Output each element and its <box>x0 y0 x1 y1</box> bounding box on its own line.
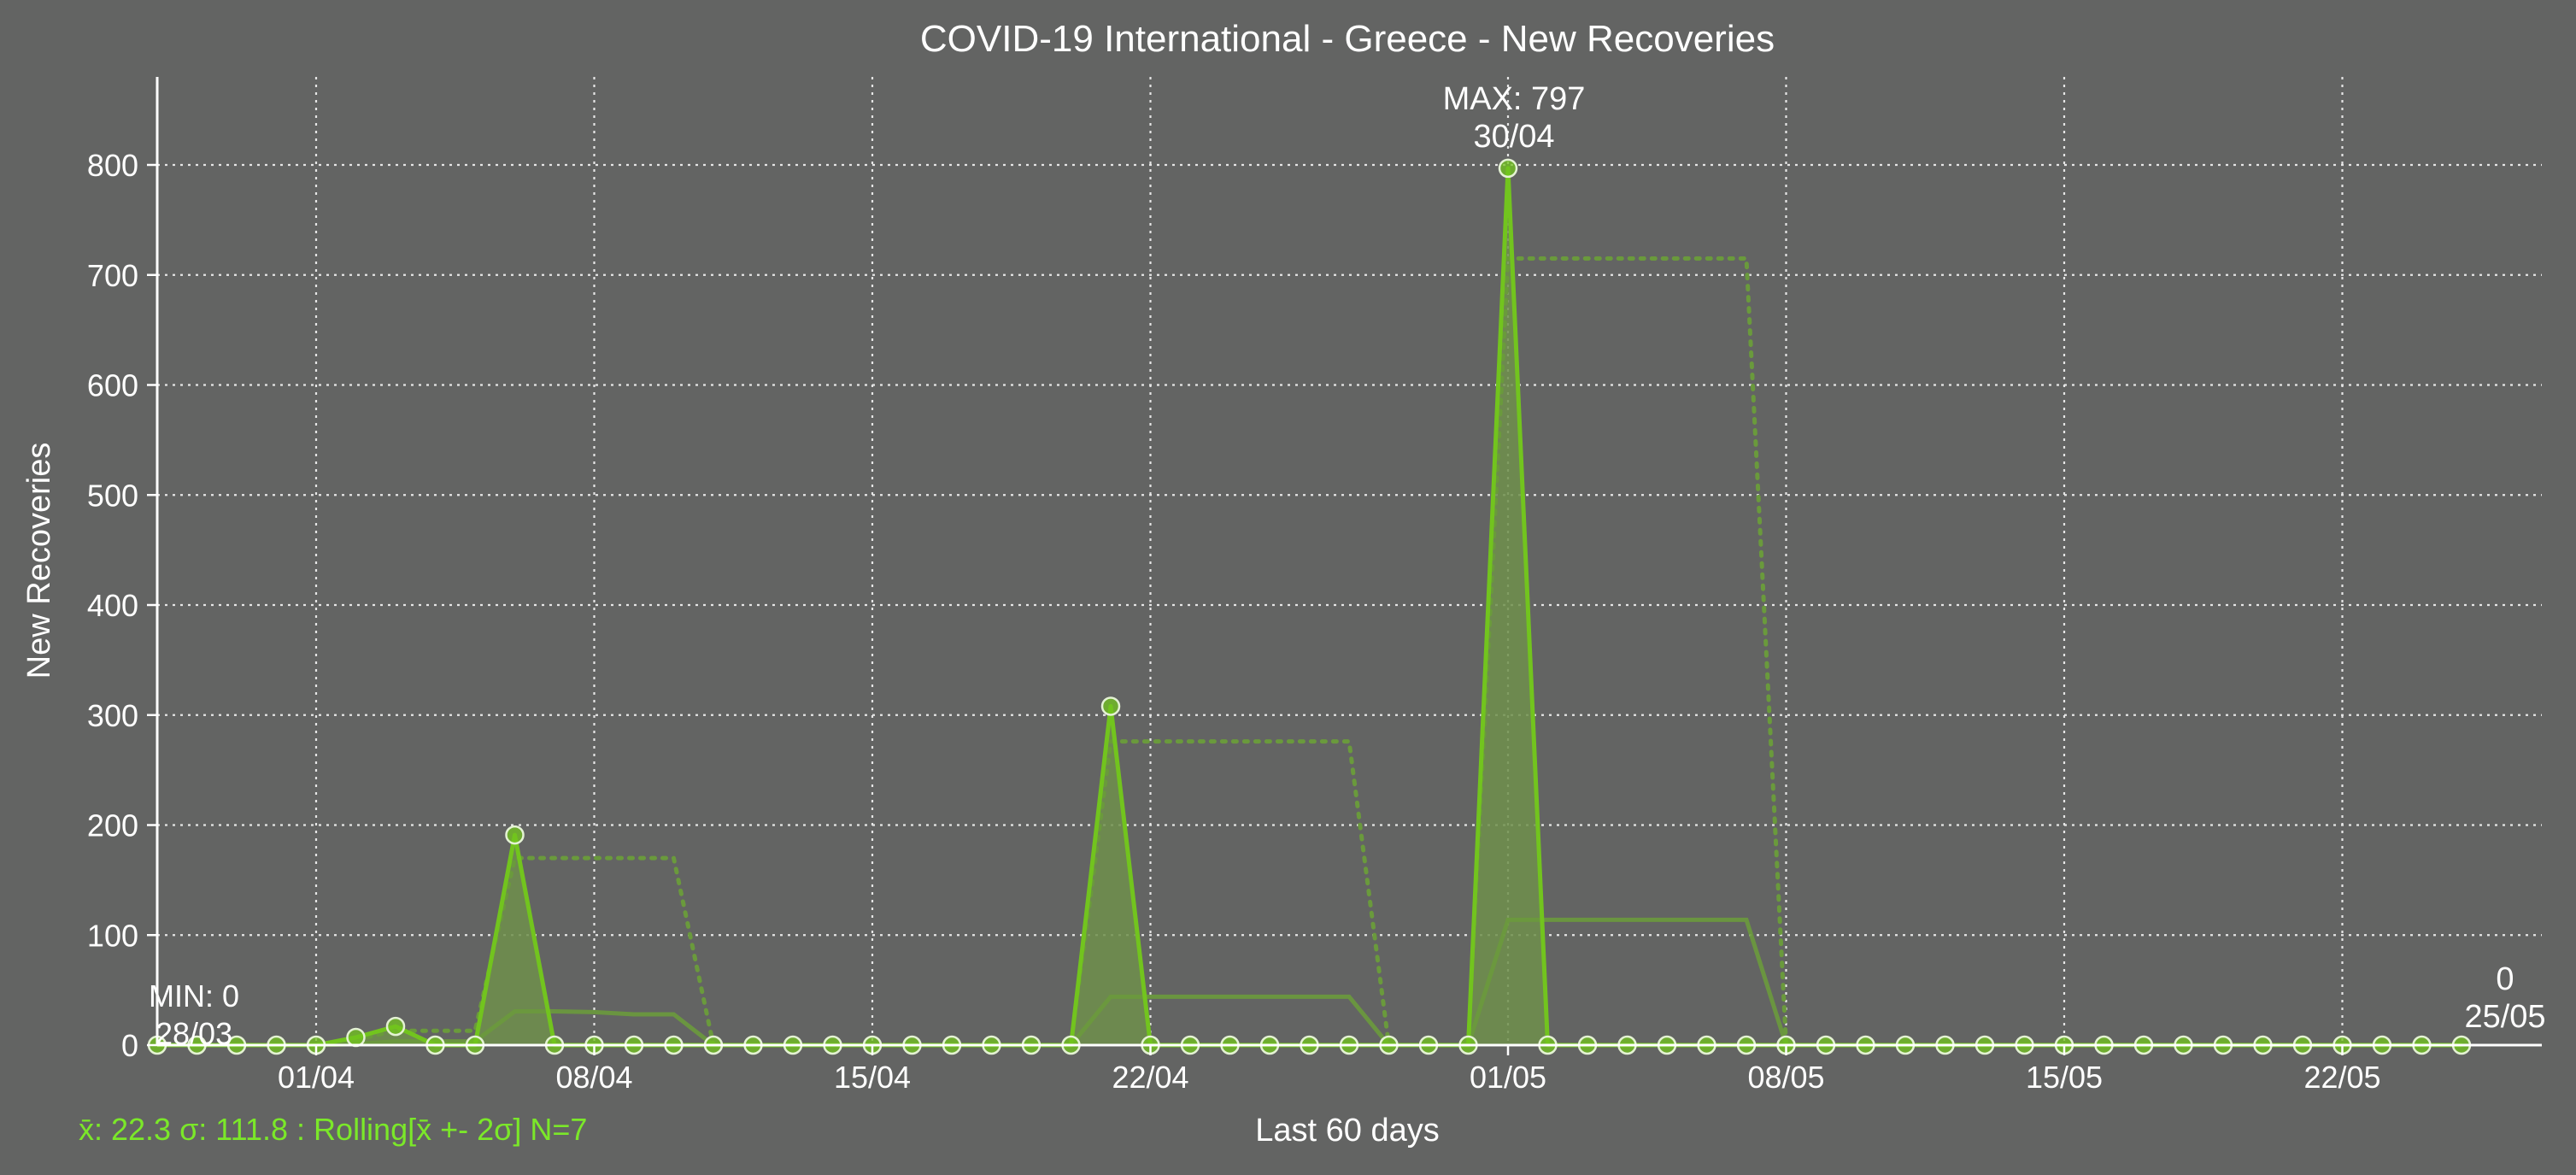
x-axis-label: Last 60 days <box>1255 1113 1439 1149</box>
data-point <box>385 1016 406 1037</box>
max-annotation-date: 30/04 <box>1473 119 1554 155</box>
chart-title: COVID-19 International - Greece - New Re… <box>920 18 1775 60</box>
y-tick-label: 400 <box>87 588 138 623</box>
last-value-annotation: 0 <box>2496 961 2514 997</box>
y-tick-label: 100 <box>87 918 138 953</box>
data-point <box>505 825 525 845</box>
x-tick-label: 01/05 <box>1470 1060 1546 1095</box>
rolling-upper-band-line <box>155 256 2464 1048</box>
y-tick-label: 300 <box>87 698 138 733</box>
y-tick-label: 600 <box>87 368 138 403</box>
x-tick-label: 01/04 <box>278 1060 355 1095</box>
last-date-annotation: 25/05 <box>2464 999 2545 1035</box>
min-annotation-date: 28/03 <box>155 1016 232 1051</box>
data-point <box>1100 696 1121 716</box>
y-ticks: 0 100 200 300 400 500 600 700 800 <box>87 148 157 1063</box>
x-tick-label: 15/05 <box>2026 1060 2103 1095</box>
grid <box>157 77 2542 1045</box>
x-tick-label: 22/05 <box>2303 1060 2380 1095</box>
y-tick-label: 800 <box>87 148 138 183</box>
x-ticks: 01/04 08/04 15/04 22/04 01/05 08/05 15/05 22/05 <box>278 1045 2381 1095</box>
y-tick-label: 700 <box>87 258 138 293</box>
y-tick-label: 0 <box>121 1028 138 1063</box>
x-tick-label: 08/04 <box>555 1060 632 1095</box>
x-tick-label: 15/04 <box>834 1060 911 1095</box>
stats-text: x̄: 22.3 σ: 111.8 : Rolling[x̄ +- 2σ] N=… <box>79 1112 587 1147</box>
min-annotation-label: MIN: 0 <box>149 978 239 1013</box>
data-point <box>346 1027 366 1048</box>
y-axis-label: New Recoveries <box>21 443 57 679</box>
y-tick-label: 500 <box>87 478 138 513</box>
axes <box>155 77 2542 1047</box>
x-tick-label: 22/04 <box>1112 1060 1188 1095</box>
y-tick-label: 200 <box>87 808 138 843</box>
x-tick-label: 08/05 <box>1747 1060 1824 1095</box>
max-annotation-label: MAX: 797 <box>1443 81 1586 117</box>
data-point <box>1498 158 1518 179</box>
